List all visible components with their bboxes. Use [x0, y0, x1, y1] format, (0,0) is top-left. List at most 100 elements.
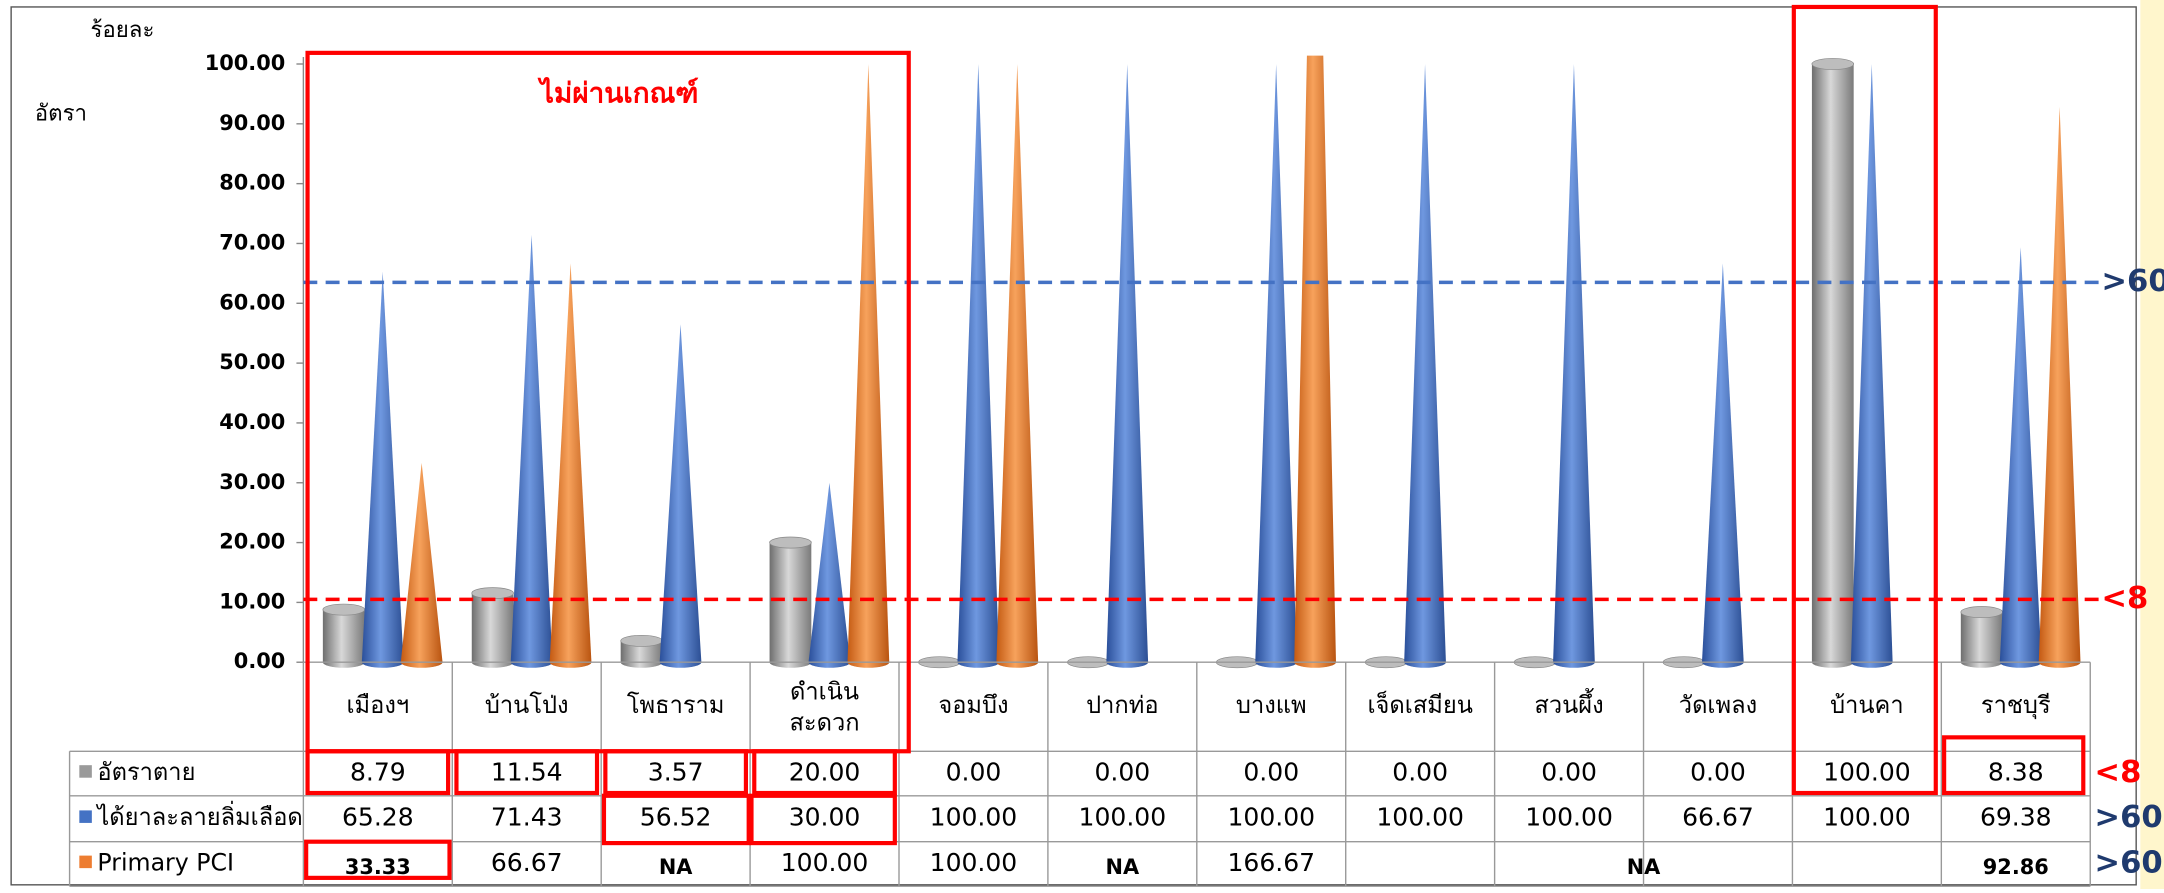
cone [1294, 55, 1336, 663]
highlight-box [603, 749, 749, 796]
value-label: 100.00 [930, 803, 1018, 832]
value-label: 3.57 [648, 758, 704, 787]
value-label: 166.67 [1227, 848, 1315, 877]
value-label: 66.67 [1682, 803, 1754, 832]
cone [2038, 106, 2081, 663]
bar-top [322, 603, 365, 616]
bar-body [471, 593, 514, 663]
value-label: 0.00 [1690, 758, 1746, 787]
x-tick-label: บางแพ [1236, 691, 1307, 719]
reference-label: >60 [2101, 264, 2164, 299]
bar-body [322, 609, 365, 663]
bar-body [769, 542, 812, 663]
highlight-box [304, 839, 452, 880]
cone [361, 271, 404, 663]
highlight-box [1791, 4, 1938, 796]
bar-body [620, 640, 663, 663]
highlight-box [601, 793, 751, 846]
value-label: NA [1627, 855, 1661, 879]
value-label: 100.00 [930, 848, 1018, 877]
value-label: 20.00 [789, 758, 861, 787]
value-label: 0.00 [946, 758, 1002, 787]
bar-body [1811, 63, 1854, 663]
cone [1999, 247, 2042, 663]
value-label: 33.33 [345, 855, 411, 879]
cone [957, 63, 1000, 663]
x-tick-label: สวนผึ้ง [1534, 688, 1603, 719]
legend-swatch [79, 765, 92, 778]
x-tick-label: ปากท่อ [1086, 691, 1158, 719]
y-label-top: ร้อยละ [90, 17, 154, 43]
value-label: 56.52 [640, 803, 712, 832]
x-tick-label: วัดเพลง [1679, 691, 1757, 719]
y-tick-label: 100.00 [205, 51, 286, 75]
value-label: 8.79 [350, 758, 406, 787]
bar-top [471, 587, 514, 600]
y-tick-label: 40.00 [219, 410, 285, 434]
value-label: 100.00 [1525, 803, 1613, 832]
value-label: 30.00 [789, 803, 861, 832]
plot [322, 55, 2081, 669]
cone [847, 63, 890, 663]
value-label: 0.00 [1541, 758, 1597, 787]
x-tick-label: บ้านคา [1830, 691, 1904, 719]
legend-swatch [79, 855, 92, 869]
value-label: 92.86 [1983, 855, 2049, 879]
cone [1850, 63, 1893, 663]
value-label: 66.67 [491, 848, 563, 877]
cone [1255, 63, 1298, 663]
value-label: 0.00 [1243, 758, 1299, 787]
cone [549, 263, 592, 663]
bar-body [1960, 612, 2003, 663]
highlight-box [454, 749, 600, 796]
bar-top [1811, 58, 1855, 70]
x-tick-label: เจ็ดเสมียน [1367, 690, 1472, 719]
cone [1553, 63, 1595, 663]
highlight-box [1942, 735, 2086, 796]
value-label: NA [1106, 855, 1140, 879]
x-tick-label: โพธาราม [627, 691, 725, 719]
x-tick-label: บ้านโป่ง [485, 691, 569, 719]
value-label: NA [659, 855, 693, 879]
cone [659, 324, 702, 663]
y-tick-label: 30.00 [219, 470, 285, 494]
highlight-box [749, 793, 897, 846]
value-label: 100.00 [1376, 803, 1464, 832]
x-tick-label: เมืองฯ [346, 691, 409, 719]
y-label-side: อัตรา [35, 101, 87, 127]
cone [1404, 63, 1446, 663]
annotation: ไม่ผ่านเกณฑ์ [537, 77, 699, 110]
cone [996, 63, 1039, 663]
y-tick-label: 80.00 [219, 171, 285, 195]
y-tick-label: 90.00 [219, 111, 285, 135]
bar-top [1960, 606, 2003, 619]
value-label: 100.00 [1079, 803, 1167, 832]
cone [510, 234, 553, 663]
value-label: 0.00 [1392, 758, 1448, 787]
value-label: 11.54 [491, 758, 563, 787]
row-note: >60 [2094, 845, 2162, 880]
cone [808, 482, 851, 663]
value-label: 8.38 [1988, 758, 2044, 787]
reference-label: <8 [2101, 581, 2148, 616]
value-label: 71.43 [491, 803, 563, 832]
value-label: 100.00 [1227, 803, 1315, 832]
side-band [2140, 0, 2164, 889]
bar-top [769, 536, 812, 549]
row-note: <8 [2094, 755, 2141, 790]
y-tick-label: 50.00 [219, 350, 285, 374]
frame [10, 6, 2137, 886]
highlight-box [752, 749, 897, 796]
legend-label: ได้ยาละลายลิ่มเลือด [95, 800, 302, 831]
legend-swatch [79, 810, 92, 823]
x-tick-label: ราชบุรี [1981, 691, 2051, 719]
value-label: 100.00 [1823, 758, 1911, 787]
value-label: 100.00 [1823, 803, 1911, 832]
value-label: 100.00 [781, 848, 869, 877]
y-tick-label: 0.00 [234, 649, 285, 673]
legend-label: Primary PCI [97, 848, 234, 876]
cone [1106, 63, 1149, 663]
bar-top [620, 634, 663, 647]
y-tick-label: 20.00 [219, 530, 285, 554]
